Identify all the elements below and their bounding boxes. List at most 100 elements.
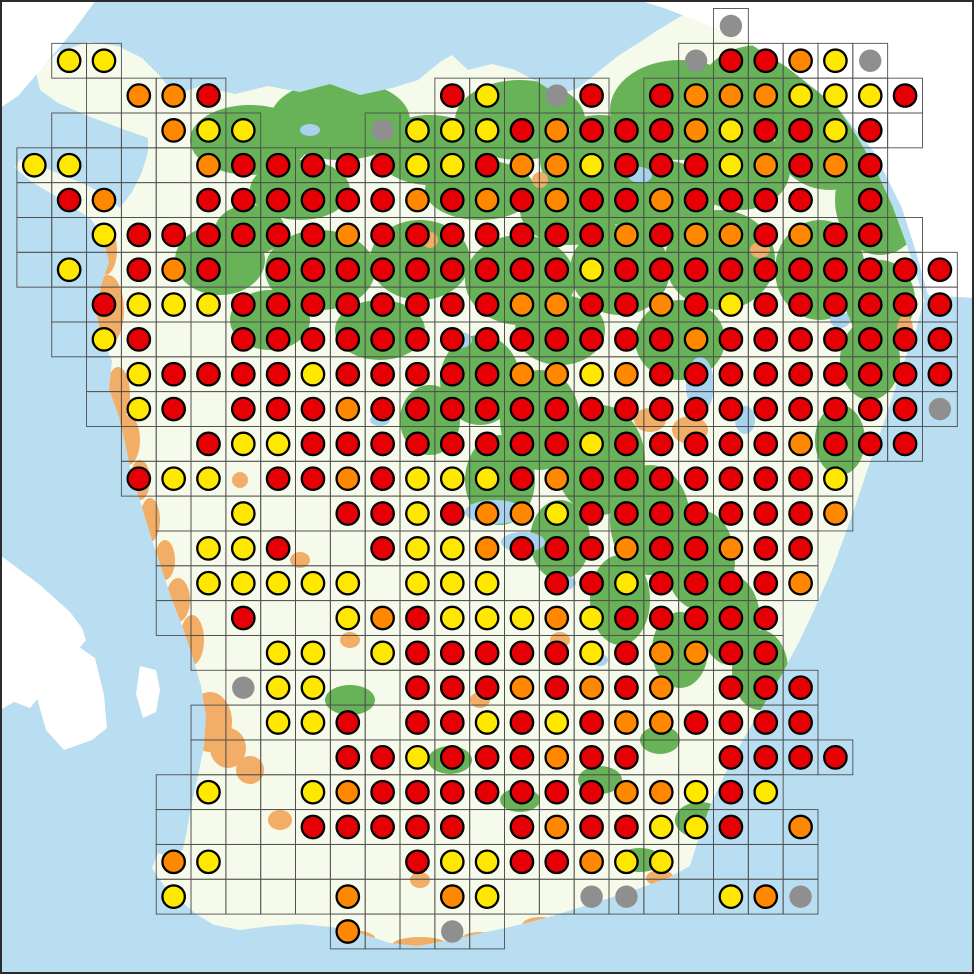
occurrence-dot-red [753,744,779,770]
occurrence-dot-red [648,361,674,387]
occurrence-dot-orange [474,501,500,526]
occurrence-dot-red [857,187,883,213]
occurrence-dot-red [370,431,395,457]
occurrence-dot-red [370,152,395,178]
occurrence-dot-red [753,118,779,143]
occurrence-dot-gray [545,84,568,107]
occurrence-dot-red [509,327,535,352]
occurrence-dot-orange [161,849,186,875]
occurrence-dot-orange [753,152,779,178]
occurrence-dot-yellow [439,466,465,492]
occurrence-dot-orange [648,710,674,735]
occurrence-dot-yellow [753,779,779,805]
occurrence-dot-red [823,257,848,283]
occurrence-dot-yellow [683,779,709,805]
occurrence-dot-orange [544,605,570,631]
occurrence-dot-red [335,710,361,735]
occurrence-dot-yellow [161,466,186,492]
occurrence-dot-red [335,187,361,213]
occurrence-dot-orange [544,187,570,213]
occurrence-dot-red [788,744,813,770]
occurrence-dot-gray [580,885,603,908]
occurrence-dot-red [579,466,604,492]
occurrence-dot-red [405,710,430,735]
occurrence-dot-red [648,501,674,526]
occurrence-dot-red [892,292,918,317]
occurrence-dot-orange [614,779,639,805]
occurrence-dot-red [439,501,465,526]
occurrence-dot-red [683,187,709,213]
occurrence-dot-yellow [126,361,152,387]
occurrence-dot-red [509,640,535,666]
occurrence-dot-red [335,257,361,283]
occurrence-dot-red [579,501,604,526]
occurrence-dot-red [753,327,779,352]
occurrence-dot-yellow [474,570,500,596]
occurrence-dot-red [474,431,500,457]
occurrence-dot-red [683,605,709,631]
occurrence-dot-red [230,187,256,213]
occurrence-dot-red [753,292,779,317]
occurrence-dot-orange [614,710,639,735]
occurrence-dot-gray [441,920,464,943]
occurrence-dot-red [718,466,744,492]
occurrence-dot-red [405,257,430,283]
occurrence-dot-yellow [683,814,709,840]
occurrence-dot-red [439,396,465,422]
occurrence-dot-red [648,118,674,143]
occurrence-dot-red [579,570,604,596]
occurrence-dot-red [196,222,221,248]
occurrence-dot-red [196,187,221,213]
occurrence-dot-red [788,536,813,561]
occurrence-dot-red [335,292,361,317]
occurrence-dot-red [335,327,361,352]
occurrence-dot-red [788,118,813,143]
occurrence-dot-red [788,501,813,526]
occurrence-dot-red [718,396,744,422]
occurrence-dot-red [927,361,953,387]
occurrence-dot-red [753,396,779,422]
occurrence-dot-yellow [718,118,744,143]
occurrence-dot-yellow [230,501,256,526]
occurrence-dot-orange [335,222,361,248]
occurrence-dot-yellow [614,849,639,875]
occurrence-dot-red [683,570,709,596]
occurrence-dot-yellow [230,536,256,561]
occurrence-dot-red [439,257,465,283]
occurrence-dot-red [544,675,570,701]
occurrence-dot-orange [823,501,848,526]
occurrence-dot-orange [196,152,221,178]
occurrence-dot-red [265,327,291,352]
occurrence-dot-red [196,257,221,283]
occurrence-dot-orange [753,884,779,910]
occurrence-dot-yellow [91,222,117,248]
occurrence-dot-yellow [196,536,221,561]
occurrence-dot-yellow [300,710,326,735]
occurrence-dot-red [474,396,500,422]
occurrence-dot-yellow [474,83,500,108]
occurrence-dot-red [718,605,744,631]
occurrence-dot-orange [614,536,639,561]
occurrence-dot-yellow [300,675,326,701]
occurrence-dot-orange [683,222,709,248]
occurrence-dot-yellow [265,431,291,457]
island-strait [136,666,160,718]
occurrence-dot-red [648,222,674,248]
occurrence-dot-gray [684,49,708,72]
occurrence-dot-yellow [370,640,395,666]
occurrence-dot-red [300,814,326,840]
occurrence-dot-red [579,292,604,317]
occurrence-dot-orange [614,222,639,248]
occurrence-dot-orange [509,675,535,701]
occurrence-dot-red [614,327,639,352]
occurrence-dot-orange [509,152,535,178]
occurrence-dot-red [614,501,639,526]
occurrence-dot-orange [544,466,570,492]
occurrence-dot-red [509,187,535,213]
occurrence-dot-red [230,292,256,317]
occurrence-dot-red [91,292,117,317]
occurrence-dot-red [439,83,465,108]
occurrence-dot-yellow [265,640,291,666]
